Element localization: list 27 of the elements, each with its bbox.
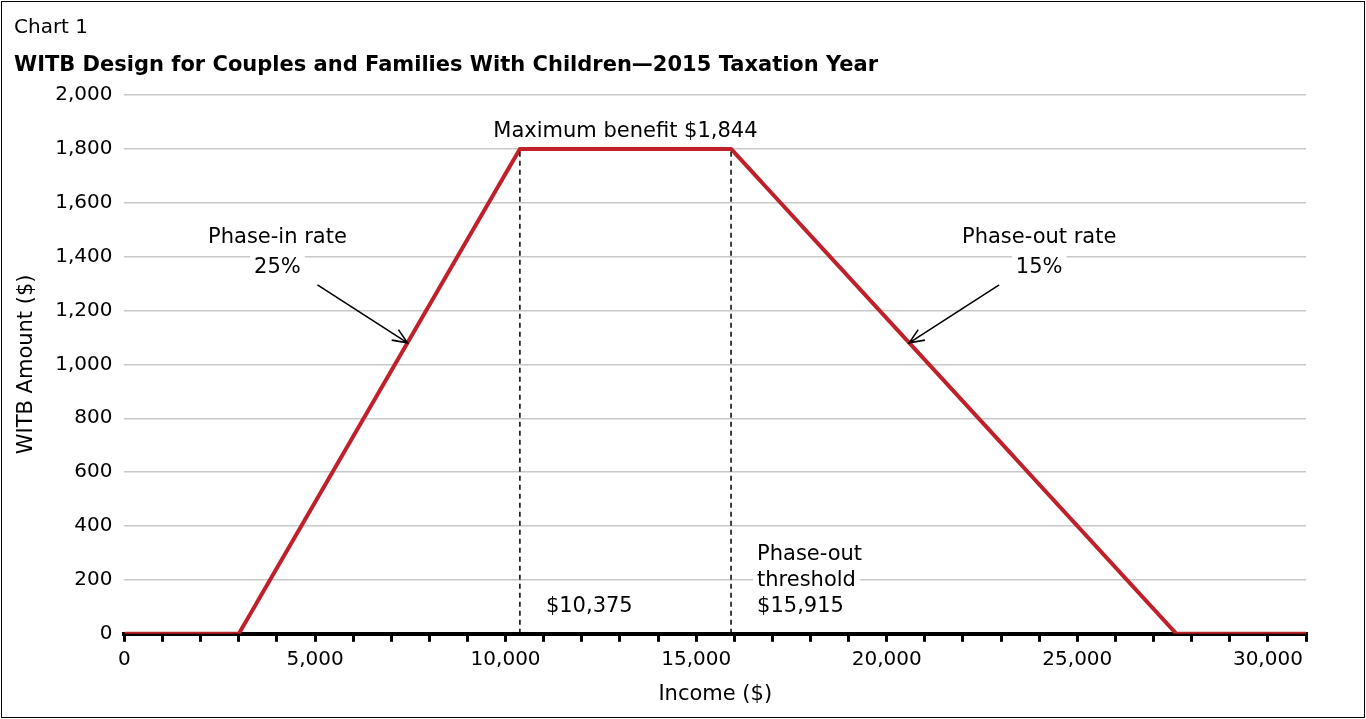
caption: Chart 1 <box>14 14 89 38</box>
y-tick-label: 0 <box>99 620 113 644</box>
y-tick-label: 600 <box>74 458 113 483</box>
y-tick-label: 200 <box>74 566 113 591</box>
x-axis-title: Income ($) <box>658 680 773 705</box>
x-tick-label: 25,000 <box>1042 646 1113 670</box>
y-tick-label: 800 <box>74 404 113 429</box>
x-tick-label: 20,000 <box>851 646 922 670</box>
ref-line-label: $10,375 <box>545 592 633 617</box>
y-tick-label: 2,000 <box>55 81 113 106</box>
annotation: Phase-out rate 15% <box>961 223 1117 278</box>
chart-title: WITB Design for Couples and Families With Children—2015 Taxation Year <box>14 52 879 76</box>
x-tick-label: 0 <box>118 646 131 670</box>
x-tick-label: 10,000 <box>470 646 541 670</box>
y-axis-title: WITB Amount ($) <box>13 274 38 455</box>
ref-line-label: Phase-out threshold $15,915 <box>757 540 863 617</box>
x-tick-label: 5,000 <box>286 646 344 670</box>
y-tick-label: 1,000 <box>55 350 113 375</box>
annotation: Phase-in rate 25% <box>208 223 347 278</box>
y-tick-label: 1,600 <box>55 188 113 213</box>
y-tick-label: 1,800 <box>55 135 113 160</box>
y-tick-label: 1,200 <box>55 296 113 321</box>
annotation: Maximum benefit $1,844 <box>493 117 758 142</box>
y-tick-label: 400 <box>74 512 113 537</box>
x-tick-label: 30,000 <box>1232 646 1303 670</box>
x-tick-label: 15,000 <box>661 646 732 670</box>
y-tick-label: 1,400 <box>55 242 113 267</box>
